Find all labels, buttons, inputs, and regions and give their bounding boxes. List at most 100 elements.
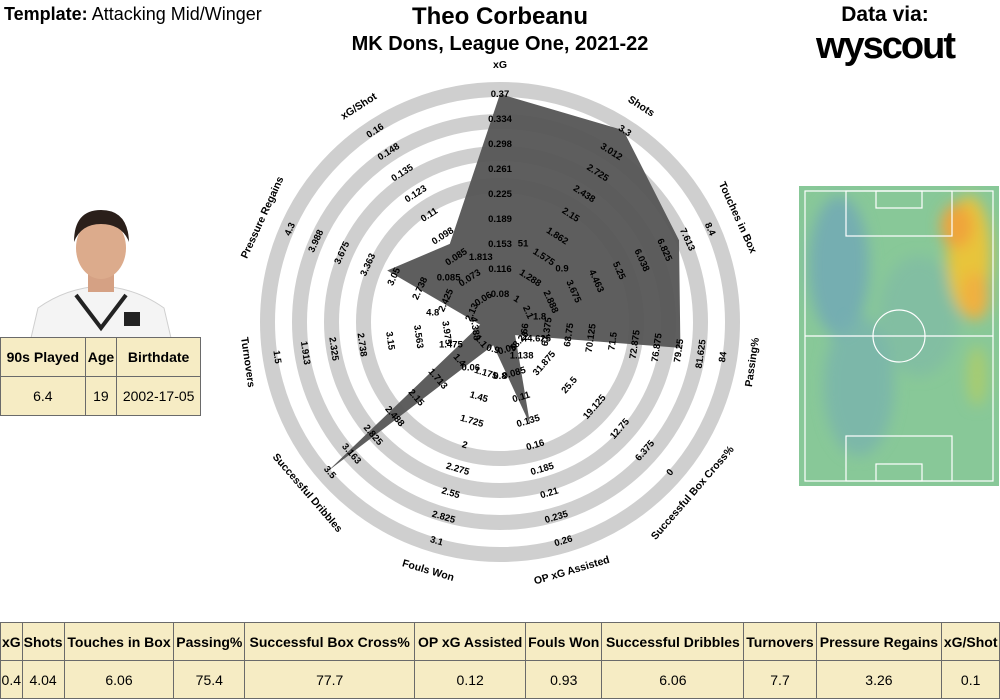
radar-tick-label: 0 <box>665 467 677 478</box>
radar-tick-label: 0.225 <box>488 189 512 200</box>
radar-tick-label: 3.1 <box>429 534 445 548</box>
radar-tick-label: 76.875 <box>650 332 665 363</box>
radar-tick-label: 0.26 <box>553 534 574 550</box>
stats-value-row: 0.4 4.04 6.06 75.4 77.7 0.12 0.93 6.06 7.7 3.26 0.… <box>0 660 1000 699</box>
radar-tick-label: 67.375 <box>540 316 555 347</box>
chart-title: Theo Corbeanu <box>411 3 588 30</box>
template-prefix: Template: <box>4 4 88 24</box>
stats-value-cell: 7.7 <box>743 660 817 699</box>
stats-header-cell: Pressure Regains <box>815 622 943 661</box>
stats-value-cell: 0.12 <box>414 660 527 699</box>
radar-tick-label: 0.189 <box>488 214 512 225</box>
radar-tick-label: 2.738 <box>355 332 369 357</box>
player-header-cell: Age <box>84 337 118 377</box>
radar-tick-label: 66 <box>519 323 531 335</box>
radar-tick-label: 3.563 <box>411 324 425 349</box>
radar-extra-label: 4.8 <box>426 307 439 318</box>
stats-value-cell: 6.06 <box>601 660 745 699</box>
player-header-cell: Birthdate <box>116 337 201 377</box>
radar-tick-label: 1.725 <box>459 413 486 430</box>
radar-extra-label: 1.475 <box>439 339 463 350</box>
stats-header-row: xG Shots Touches in Box Passing% Successful … <box>0 622 1000 661</box>
radar-tick-label: 4.3 <box>283 221 298 238</box>
template-label: Template: Attacking Mid/Winger <box>4 4 262 25</box>
touch-heatmap <box>799 186 999 486</box>
radar-chart: 0.080.1160.1530.1890.2250.2610.2980.3340… <box>238 60 762 588</box>
radar-extra-label: 0.085 <box>437 273 461 284</box>
radar-ring <box>260 82 740 562</box>
radar-tick-label: 31.875 <box>531 348 559 378</box>
stats-header-cell: Passing% <box>173 622 246 661</box>
radar-tick-label: 1.5 <box>270 350 283 365</box>
radar-tick-label: 0.261 <box>488 164 512 175</box>
radar-tick-label: 0.9 <box>485 342 501 356</box>
radar-extra-label: 44.625 <box>522 334 552 345</box>
stats-header-cell: OP xG Assisted <box>414 622 527 661</box>
radar-tick-label: 1 <box>511 293 522 305</box>
source-label: Data via: <box>841 3 929 26</box>
radar-tick-label: 0.153 <box>488 239 512 250</box>
radar-tick-label: 72.875 <box>628 329 643 360</box>
radar-extra-label: 0.9 <box>555 263 568 274</box>
player-info-table: 90s Played Age Birthdate 6.4 19 2002-17-… <box>0 337 201 416</box>
radar-tick-label: 71.5 <box>606 331 620 352</box>
radar-tick-label: 0.08 <box>491 289 510 300</box>
radar-extra-label: 51 <box>518 238 529 249</box>
radar-tick-label: 3.15 <box>383 331 397 352</box>
radar-tick-label: 0.16 <box>525 438 546 454</box>
heatmap-pitch <box>799 186 999 486</box>
radar-tick-label: 0.116 <box>488 264 511 275</box>
stats-header-cell: xG <box>0 622 23 661</box>
radar-tick-label: 2.325 <box>326 336 340 362</box>
radar-extra-label: 1.813 <box>469 252 493 263</box>
radar-tick-label: 4.388 <box>468 316 482 341</box>
radar-tick-label: 2.1 <box>520 304 536 321</box>
radar-tick-label: 2 <box>461 439 469 451</box>
radar-extra-label: 1.138 <box>510 351 534 362</box>
stats-header-cell: Successful Dribbles <box>601 622 745 661</box>
stats-header-cell: Successful Box Cross% <box>244 622 416 661</box>
radar-tick-label: 1.45 <box>468 390 490 406</box>
radar-axis-label: OP xG Assisted <box>533 554 611 588</box>
stats-header-cell: Fouls Won <box>525 622 603 661</box>
player-value-cell: 2002-17-05 <box>116 376 201 416</box>
player-value-cell: 19 <box>84 376 118 416</box>
title-block: Theo Corbeanu MK Dons, League One, 2021-… <box>0 3 1000 57</box>
stats-value-cell: 77.7 <box>244 660 416 699</box>
radar-tick-label: 0.11 <box>511 389 532 405</box>
radar-tick-label: 0.06 <box>497 342 518 358</box>
radar-tick-label: 84 <box>717 350 729 363</box>
radar-polygon <box>327 94 681 472</box>
radar-tick-label: 68.75 <box>562 322 576 348</box>
radar-tick-label: 0.135 <box>515 413 542 430</box>
stats-value-cell: 6.06 <box>63 660 175 699</box>
stats-value-cell: 0.4 <box>0 660 23 699</box>
radar-axis-label: Turnovers <box>238 336 257 388</box>
stats-value-cell: 0.93 <box>525 660 603 699</box>
radar-extra-label: 1.8 <box>533 311 546 322</box>
radar-tick-label: 0.21 <box>539 485 561 501</box>
radar-tick-label: 81.625 <box>694 338 709 369</box>
radar-axis-label: Shots <box>626 94 657 120</box>
radar-tick-label: 2.55 <box>440 486 462 502</box>
data-source: Data via: wyscout <box>800 3 970 67</box>
radar-axis-label: xG <box>493 60 507 71</box>
radar-axis-label: Passing% <box>743 336 762 387</box>
template-value: Attacking Mid/Winger <box>91 4 262 24</box>
stats-header-cell: Turnovers <box>743 622 817 661</box>
radar-tick-label: 1.913 <box>298 340 312 365</box>
radar-axis-label: xG/Shot <box>339 90 380 122</box>
radar-tick-label: 0.298 <box>488 139 512 150</box>
radar-tick-label: 0.37 <box>491 89 510 100</box>
radar-tick-label: 0.334 <box>488 114 512 125</box>
radar-extra-label: 0.8 <box>493 371 506 382</box>
stats-value-cell: 3.26 <box>815 660 943 699</box>
radar-tick-label: 70.125 <box>584 322 599 353</box>
player-photo <box>26 200 176 338</box>
radar-tick-label: 3.975 <box>439 320 453 346</box>
radar-extra-label: 0.06 <box>462 362 481 373</box>
stats-header-cell: Touches in Box <box>63 622 175 661</box>
player-photo-icon <box>30 210 172 338</box>
radar-tick-label: 79.25 <box>672 337 686 363</box>
player-header-cell: 90s Played <box>0 337 86 377</box>
